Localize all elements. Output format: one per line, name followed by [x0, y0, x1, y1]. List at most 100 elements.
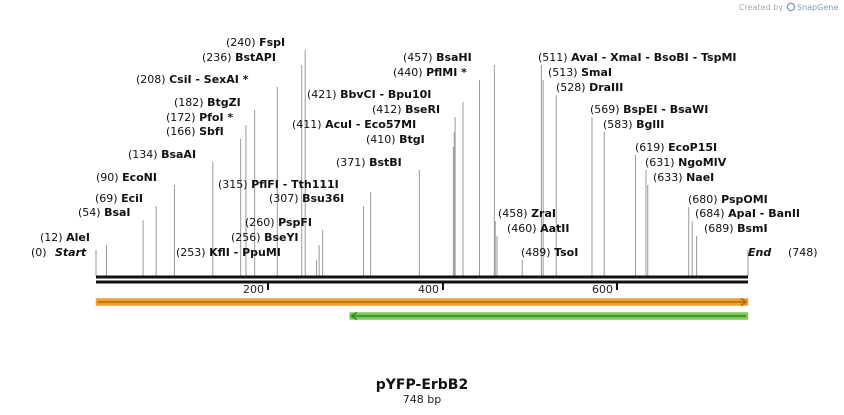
enzyme-name: BsaI	[104, 206, 130, 219]
enzyme-name: BglII	[636, 118, 664, 131]
enzyme-name: AleI	[66, 231, 90, 244]
enzyme-name: AatII	[540, 222, 569, 235]
enzyme-position: (411)	[292, 118, 325, 131]
enzyme-label-draiii[interactable]: (528) DraIII	[556, 81, 623, 94]
enzyme-name: Bsu36I	[302, 192, 344, 205]
enzyme-position: (421)	[307, 88, 340, 101]
ruler: 200 400 600	[243, 282, 618, 296]
end-pos: (748)	[788, 246, 818, 259]
enzyme-label-zrai[interactable]: (458) ZraI	[498, 207, 556, 220]
enzyme-label-bseri[interactable]: (412) BseRI	[372, 103, 440, 116]
end-label: End (748)	[748, 246, 818, 259]
orange-feature-arrow-icon	[740, 297, 748, 307]
enzyme-label-pspomi[interactable]: (680) PspOMI	[688, 193, 768, 206]
orange-feature[interactable]	[95, 297, 749, 307]
enzyme-label-naei[interactable]: (633) NaeI	[653, 171, 714, 184]
enzyme-name: BsaAI	[161, 148, 196, 161]
enzyme-label-aatii[interactable]: (460) AatII	[507, 222, 569, 235]
enzyme-label-tsoi[interactable]: (489) TsoI	[521, 246, 578, 259]
enzyme-name: PspOMI	[721, 193, 768, 206]
enzyme-position: (511)	[538, 51, 571, 64]
enzyme-label-ecii[interactable]: (69) EciI	[95, 192, 143, 205]
enzyme-position: (371)	[336, 156, 369, 169]
enzyme-label-apai[interactable]: (684) ApaI - BanII	[695, 207, 800, 220]
enzyme-name: ZraI	[531, 207, 556, 220]
enzyme-name: KflI - PpuMI	[209, 246, 281, 259]
enzyme-name: PfoI *	[199, 111, 233, 124]
enzyme-label-avai[interactable]: (511) AvaI - XmaI - BsoBI - TspMI	[538, 51, 737, 64]
enzyme-position: (12)	[40, 231, 66, 244]
enzyme-label-econi[interactable]: (90) EcoNI	[96, 171, 157, 184]
enzyme-position: (260)	[245, 216, 278, 229]
enzyme-label-pflfi[interactable]: (315) PflFI - Tth111I	[218, 178, 339, 191]
enzyme-position: (307)	[269, 192, 302, 205]
enzyme-position: (412)	[372, 103, 405, 116]
enzyme-label-bstbi[interactable]: (371) BstBI	[336, 156, 402, 169]
enzyme-label-bseyi[interactable]: (256) BseYI	[231, 231, 299, 244]
enzyme-position: (240)	[226, 36, 259, 49]
enzyme-name: ApaI - BanII	[728, 207, 800, 220]
enzyme-position: (619)	[635, 141, 668, 154]
enzyme-position: (633)	[653, 171, 686, 184]
enzyme-name: PspFI	[278, 216, 312, 229]
tick-label-400: 400	[418, 283, 439, 296]
enzyme-position: (208)	[136, 73, 169, 86]
enzyme-position: (236)	[202, 51, 235, 64]
enzyme-position: (253)	[176, 246, 209, 259]
enzyme-label-fspi[interactable]: (240) FspI	[226, 36, 285, 49]
enzyme-position: (134)	[128, 148, 161, 161]
enzyme-name: AvaI - XmaI - BsoBI - TspMI	[571, 51, 736, 64]
enzyme-position: (631)	[645, 156, 678, 169]
enzyme-label-bsu36i[interactable]: (307) Bsu36I	[269, 192, 344, 205]
enzyme-label-csii[interactable]: (208) CsiI - SexAI *	[136, 73, 249, 86]
enzyme-label-smai[interactable]: (513) SmaI	[548, 66, 612, 79]
enzyme-label-bglii[interactable]: (583) BglII	[603, 118, 664, 131]
enzyme-name: EcoNI	[122, 171, 157, 184]
enzyme-label-btgzi[interactable]: (182) BtgZI	[174, 96, 241, 109]
enzyme-position: (569)	[590, 103, 623, 116]
enzyme-name: SmaI	[581, 66, 612, 79]
green-feature[interactable]	[349, 311, 749, 321]
enzyme-name: BbvCI - Bpu10I	[340, 88, 431, 101]
enzyme-position: (315)	[218, 178, 251, 191]
snapgene-credit[interactable]: Created by SnapGene	[739, 2, 838, 12]
enzyme-name: NaeI	[686, 171, 714, 184]
enzyme-name: BstBI	[369, 156, 402, 169]
enzyme-label-bsahi[interactable]: (457) BsaHI	[403, 51, 472, 64]
enzyme-position: (90)	[96, 171, 122, 184]
enzyme-labels: (0) Start End (748) (12) AleI (54) BsaI(69) E…	[31, 36, 818, 259]
enzyme-label-ngomiv[interactable]: (631) NgoMIV	[645, 156, 727, 169]
enzyme-label-sbfi[interactable]: (166) SbfI	[166, 125, 224, 138]
enzyme-label-kfli[interactable]: (253) KflI - PpuMI	[176, 246, 281, 259]
enzyme-label-pflmi-star[interactable]: (440) PflMI *	[393, 66, 467, 79]
enzyme-label-bbvci[interactable]: (421) BbvCI - Bpu10I	[307, 88, 431, 101]
enzyme-name: BstAPI	[235, 51, 276, 64]
enzyme-label-bsaai[interactable]: (134) BsaAI	[128, 148, 196, 161]
enzyme-name: PflFI - Tth111I	[251, 178, 339, 191]
enzyme-label-alei[interactable]: (12) AleI	[40, 231, 90, 244]
enzyme-label-btgi[interactable]: (410) BtgI	[366, 133, 425, 146]
enzyme-position: (457)	[403, 51, 436, 64]
enzyme-label-bstapi[interactable]: (236) BstAPI	[202, 51, 276, 64]
enzyme-position: (54)	[78, 206, 104, 219]
enzyme-position: (410)	[366, 133, 399, 146]
enzyme-position: (583)	[603, 118, 636, 131]
enzyme-name: CsiI - SexAI *	[169, 73, 249, 86]
enzyme-position: (680)	[688, 193, 721, 206]
enzyme-label-pfoi-star[interactable]: (172) PfoI *	[166, 111, 233, 124]
green-feature-arrow-icon	[350, 311, 358, 321]
enzyme-label-bsmi[interactable]: (689) BsmI	[704, 222, 768, 235]
enzyme-name: PflMI *	[426, 66, 467, 79]
tick-label-600: 600	[592, 283, 613, 296]
enzyme-name: NgoMIV	[678, 156, 727, 169]
end-name: End	[748, 246, 771, 259]
enzyme-label-acui[interactable]: (411) AcuI - Eco57MI	[292, 118, 416, 131]
start-name: Start	[55, 246, 87, 259]
enzyme-label-bspei[interactable]: (569) BspEI - BsaWI	[590, 103, 708, 116]
enzyme-label-ecop15i[interactable]: (619) EcoP15I	[635, 141, 717, 154]
enzyme-label-bsai[interactable]: (54) BsaI	[78, 206, 131, 219]
brand-text: SnapGene	[797, 3, 838, 12]
enzyme-label-pspfi[interactable]: (260) PspFI	[245, 216, 312, 229]
enzyme-name: BtgI	[399, 133, 425, 146]
